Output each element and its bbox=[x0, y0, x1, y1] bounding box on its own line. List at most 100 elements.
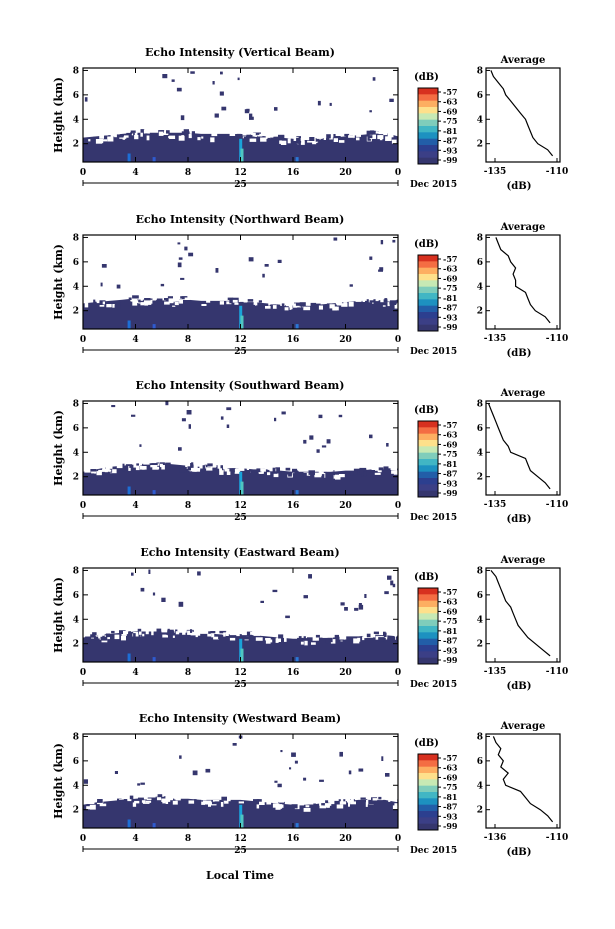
speckle bbox=[362, 636, 365, 641]
speckle bbox=[353, 468, 361, 471]
profile-x-tick-label: -135 bbox=[484, 500, 507, 510]
speckle bbox=[223, 466, 228, 470]
panel-3: Echo Intensity (Eastward Beam) Height (km… bbox=[52, 546, 568, 692]
speckle bbox=[132, 802, 137, 807]
speckle-high bbox=[116, 284, 121, 289]
y-axis-label: Height (km) bbox=[52, 577, 65, 653]
speckle bbox=[84, 469, 91, 473]
colorbar-tick-label: -69 bbox=[443, 772, 458, 782]
colorbar-segment bbox=[418, 312, 438, 319]
speckle bbox=[101, 471, 105, 477]
profile-y-tick-label: 6 bbox=[477, 757, 483, 767]
speckle bbox=[121, 636, 126, 641]
speckle bbox=[278, 134, 285, 139]
profile-frame bbox=[485, 567, 561, 663]
speckle bbox=[186, 469, 189, 474]
speckle bbox=[272, 305, 277, 309]
x-tick-label: 4 bbox=[132, 834, 138, 844]
speckle bbox=[106, 468, 110, 471]
speckle bbox=[340, 798, 344, 804]
speckle bbox=[225, 631, 229, 636]
colorbar-frame bbox=[417, 587, 439, 665]
speckle bbox=[362, 299, 365, 302]
profile-y-tick-label: 2 bbox=[477, 307, 483, 317]
colorbar-segment bbox=[418, 421, 438, 428]
colorbar-tick-label: -87 bbox=[443, 636, 457, 646]
colorbar-unit: (dB) bbox=[414, 738, 439, 749]
speckle bbox=[306, 142, 313, 148]
speckle-high bbox=[184, 246, 188, 251]
speckle bbox=[192, 467, 197, 472]
speckle bbox=[270, 798, 277, 802]
speckle-high bbox=[176, 87, 182, 92]
colorbar-segment bbox=[418, 773, 438, 780]
speckle bbox=[235, 465, 241, 469]
colorbar-segment bbox=[418, 478, 438, 485]
speckle bbox=[117, 799, 124, 804]
speckle bbox=[160, 463, 163, 468]
speckle bbox=[246, 134, 251, 139]
colorbar-tick-label: -93 bbox=[443, 811, 458, 821]
speckle bbox=[353, 471, 358, 475]
date-day: 25 bbox=[234, 180, 247, 190]
speckle-high bbox=[340, 602, 345, 606]
x-tick-label: 12 bbox=[234, 335, 247, 345]
speckle bbox=[127, 635, 133, 640]
x-tick-label: 4 bbox=[132, 501, 138, 511]
colorbar-tick-label: -57 bbox=[443, 254, 457, 264]
bright-echo bbox=[295, 490, 299, 495]
panel-2: Echo Intensity (Southward Beam) Height (k… bbox=[52, 379, 568, 525]
speckle bbox=[96, 302, 104, 305]
speckle bbox=[253, 799, 260, 802]
colorbar-tick-label: -87 bbox=[443, 136, 457, 146]
speckle bbox=[164, 298, 170, 301]
speckle-high bbox=[84, 97, 88, 102]
speckle bbox=[125, 799, 129, 804]
heatmap-body bbox=[83, 401, 398, 495]
speckle bbox=[375, 131, 383, 134]
speckle bbox=[228, 802, 234, 805]
speckle bbox=[289, 305, 293, 310]
speckle bbox=[379, 135, 383, 141]
speckle bbox=[335, 802, 342, 805]
speckle-high bbox=[316, 449, 320, 453]
speckle bbox=[165, 462, 171, 468]
colorbar-tick-label: -57 bbox=[443, 587, 457, 597]
speckle bbox=[106, 304, 112, 308]
speckle bbox=[394, 305, 398, 309]
speckle bbox=[332, 140, 335, 146]
speckle bbox=[105, 633, 111, 638]
speckle bbox=[348, 135, 355, 138]
speckle bbox=[207, 463, 213, 467]
speckle-high bbox=[178, 447, 182, 451]
speckle bbox=[141, 800, 145, 803]
speckle bbox=[97, 799, 103, 803]
speckle-high bbox=[369, 434, 373, 439]
speckle-high bbox=[101, 264, 107, 268]
colorbar-tick-label: -93 bbox=[443, 645, 458, 655]
speckle bbox=[253, 633, 259, 636]
colorbar-unit: (dB) bbox=[414, 239, 439, 250]
speckle bbox=[394, 633, 398, 636]
speckle bbox=[303, 808, 311, 812]
speckle bbox=[385, 136, 392, 141]
speckle bbox=[139, 631, 142, 635]
colorbar-segment bbox=[418, 293, 438, 300]
speckle bbox=[312, 638, 317, 641]
bright-echo bbox=[152, 324, 156, 329]
speckle bbox=[318, 468, 322, 473]
profile-frame bbox=[485, 400, 561, 496]
x-tick-label: 20 bbox=[339, 668, 352, 678]
speckle bbox=[274, 136, 279, 140]
speckle bbox=[210, 465, 217, 468]
speckle bbox=[365, 638, 372, 643]
speckle bbox=[143, 796, 148, 800]
speckle bbox=[151, 631, 154, 636]
speckle bbox=[231, 468, 235, 473]
speckle bbox=[276, 637, 281, 642]
speckle bbox=[233, 468, 239, 472]
speckle-high bbox=[131, 414, 136, 417]
speckle bbox=[216, 802, 222, 806]
panel-1: Echo Intensity (Northward Beam) Height (k… bbox=[52, 213, 568, 359]
speckle bbox=[256, 132, 260, 135]
